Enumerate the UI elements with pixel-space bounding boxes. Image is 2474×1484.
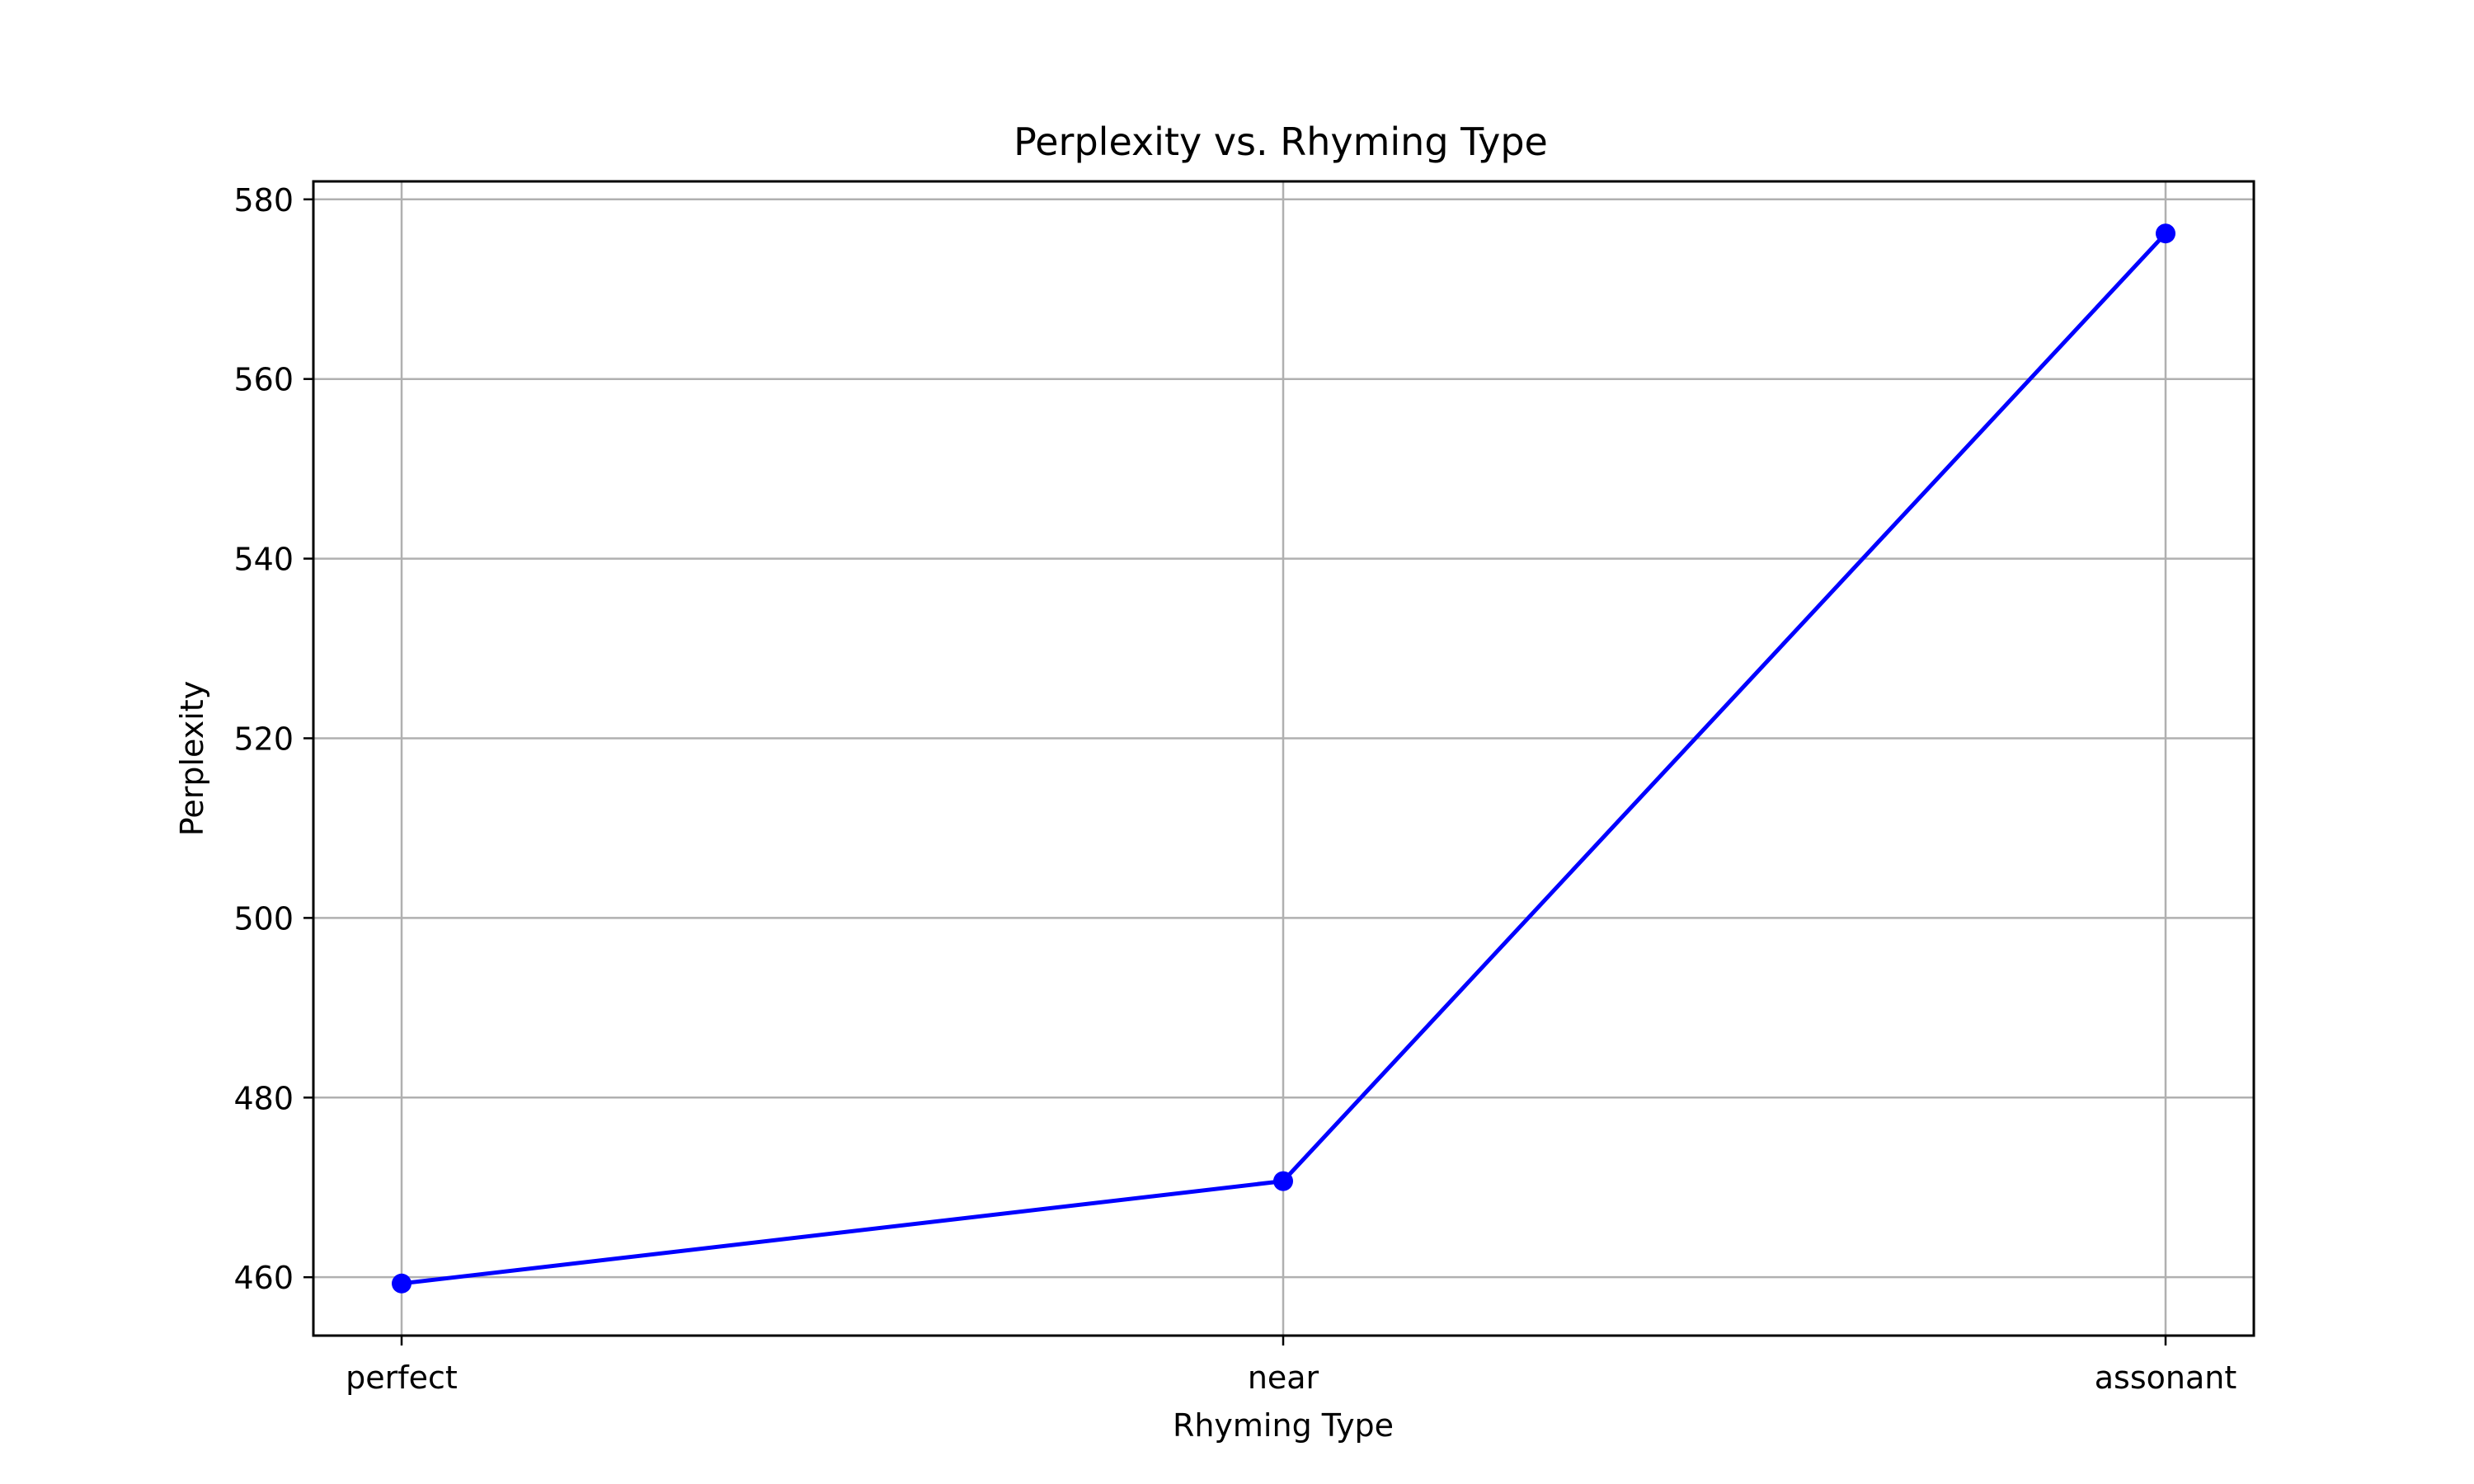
grid-lines — [313, 181, 2254, 1336]
data-series — [392, 223, 2175, 1294]
y-tick-label-560: 560 — [233, 362, 294, 398]
y-tick-label-580: 580 — [233, 182, 294, 218]
y-tick-label-520: 520 — [233, 721, 294, 757]
y-axis-label: Perplexity — [174, 681, 210, 836]
data-point-assonant — [2156, 223, 2175, 244]
data-point-perfect — [392, 1273, 412, 1294]
data-point-near — [1273, 1171, 1293, 1191]
x-axis-label: Rhyming Type — [1173, 1407, 1394, 1444]
x-tick-label-assonant: assonant — [2095, 1360, 2236, 1396]
x-tick-label-near: near — [1248, 1360, 1319, 1396]
y-tick-label-480: 480 — [233, 1080, 294, 1116]
axis-ticks: 460 480 500 520 540 560 580 perfect near assonant — [233, 182, 2236, 1396]
y-tick-label-540: 540 — [233, 542, 294, 578]
x-tick-label-perfect: perfect — [346, 1360, 458, 1396]
y-tick-label-460: 460 — [233, 1260, 294, 1296]
y-tick-label-500: 500 — [233, 900, 294, 937]
chart-title: Perplexity vs. Rhyming Type — [1014, 120, 1548, 164]
